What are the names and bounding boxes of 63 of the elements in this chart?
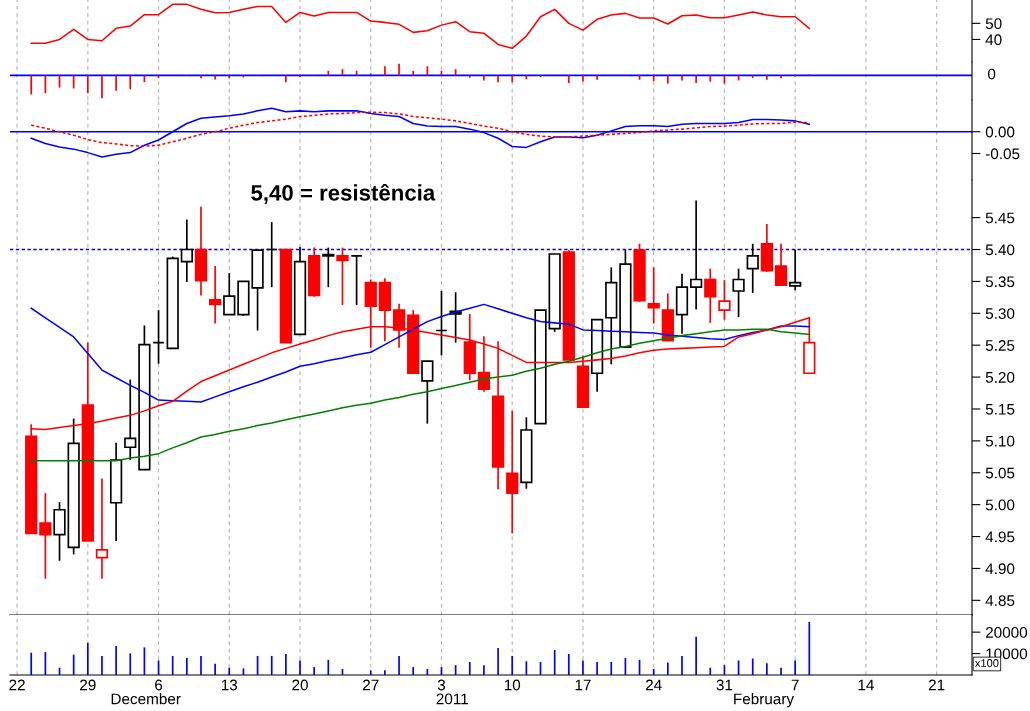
candlestick [223,272,236,316]
candlestick [774,242,788,287]
text: December [111,693,181,705]
x-tick-label: 14 [858,679,874,691]
candlestick [124,378,137,461]
x-tick-label: 20 [292,679,308,691]
candlestick [689,199,703,311]
x-tick-label: 13 [221,679,238,691]
y-tick-label: 4.95 [985,531,1015,543]
candlestick [322,246,335,288]
y-tick-label: 5.45 [985,212,1015,224]
candlestick [336,246,349,306]
x-tick-label: 10 [504,679,521,691]
x-tick-label: 29 [80,679,96,691]
candlestick [180,218,193,283]
x-tick-label: 22 [9,679,25,691]
x-tick-label: 7 [791,679,799,691]
line-series [30,3,811,50]
candlestick [39,492,52,580]
candlestick [421,360,434,425]
text: 2011 [436,693,468,705]
x-tick-label: 3 [437,679,446,691]
y-tick-label: 5.35 [985,276,1015,288]
candlestick [746,242,759,294]
ref-line-label: 5,40 = resistência [251,183,436,204]
candlestick [152,309,165,365]
y-tick-label: 5.30 [985,308,1015,319]
candlestick [265,221,278,288]
x-tick-label: 27 [363,679,379,691]
x-tick-label: 6 [155,679,163,691]
x-tick-label: 17 [575,679,591,691]
y-tick-label: 5.05 [985,467,1015,479]
x-tick-label: 21 [928,679,945,691]
candlestick [350,255,363,306]
x-tick-label: 24 [645,679,662,691]
candlestick [435,290,448,357]
y-tick-label: 5.40 [985,244,1015,256]
y-tick-label: 0.00 [985,126,1015,138]
candlestick [506,410,519,535]
y-tick-label: 5.00 [985,499,1015,511]
y-tick-label: 5.15 [985,404,1015,415]
y-tick-label: 40 [985,34,1002,46]
y-tick-label: 50 [985,18,1002,30]
y-tick-label: -0.05 [985,148,1020,160]
candlestick [789,248,802,292]
candlestick [95,477,109,580]
text: February [734,693,795,708]
text: 0 [987,68,996,80]
y-tick-label: 5.10 [985,435,1015,447]
y-tick-label: 4.85 [985,595,1015,607]
y-tick-label: 20000 [985,627,1028,638]
candlestick [647,266,660,325]
line-series [30,303,811,403]
y-tick-label: 4.90 [985,563,1015,575]
text: x100 [975,659,999,667]
y-tick-label: 5.25 [985,340,1015,351]
line-series [30,328,811,462]
candlestick [732,267,745,318]
candlestick [704,267,717,324]
candlestick [208,265,222,325]
candlestick [718,279,731,321]
x-tick-label: 31 [716,679,733,691]
y-tick-label: 5.20 [985,371,1015,383]
